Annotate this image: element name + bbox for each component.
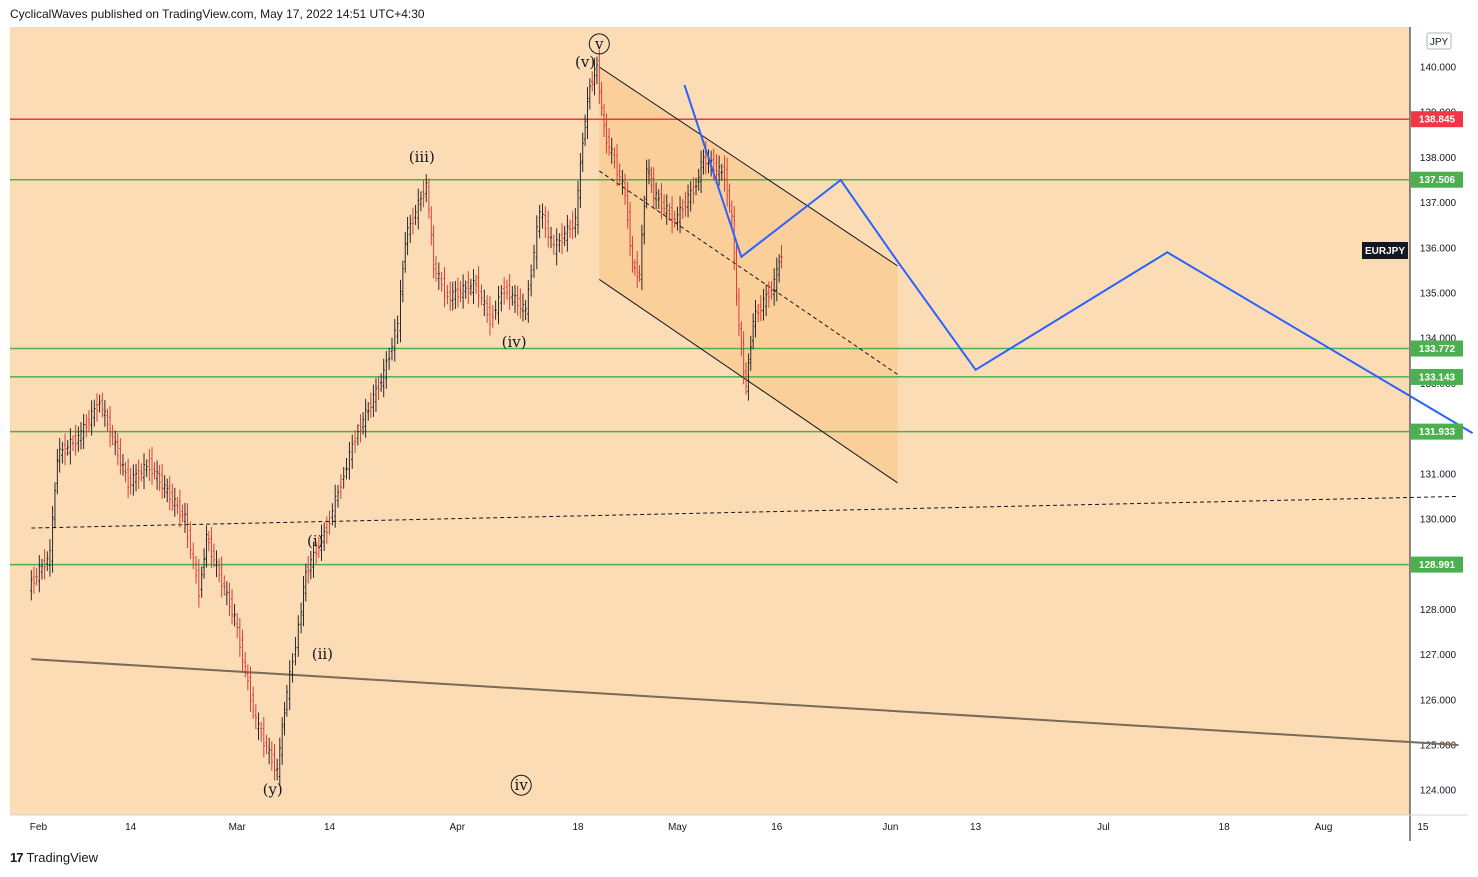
x-tick-label: 13 [970,822,982,833]
plot-area [10,27,1410,815]
tradingview-brand: TradingView [26,850,99,865]
channel-upper-line[interactable] [599,66,898,267]
wave-label: v [594,35,604,53]
wave-label: (iv) [502,333,527,351]
tradingview-footer[interactable]: 17 TradingView [10,850,98,865]
level-label-bg [1411,556,1463,573]
wave-label: iv [515,776,529,794]
y-tick-label: 138.000 [1420,153,1457,164]
channel-fill [599,67,898,483]
level-label-bg [1411,171,1463,188]
solid-trendline[interactable] [31,658,1459,746]
wave-circle [588,33,610,55]
x-tick-label: May [668,822,687,833]
level-label-bg [1411,423,1463,440]
y-tick-label: 131.000 [1420,469,1457,480]
wave-label: (i) [307,532,324,550]
y-tick-label: 130.000 [1420,515,1457,526]
level-label: 137.506 [1419,175,1456,186]
level-label: 128.991 [1419,560,1456,571]
y-tick-label: 124.000 [1420,786,1457,797]
wave-label: (iii) [409,148,435,166]
x-tick-label: 18 [1219,822,1231,833]
wave-circle [510,774,532,796]
currency-box[interactable] [1426,32,1452,50]
x-tick-label: 14 [125,822,137,833]
y-tick-label: 127.000 [1420,650,1457,661]
y-tick-label: 137.000 [1420,198,1457,209]
currency-label: JPY [1430,37,1449,48]
publish-info: CyclicalWaves published on TradingView.c… [10,7,425,21]
wave-label: (v) [575,53,595,71]
level-label-bg [1411,368,1463,385]
y-tick-label: 136.000 [1420,243,1457,254]
level-label-bg [1411,111,1463,128]
x-tick-label: 18 [572,822,584,833]
level-label-bg [1411,340,1463,357]
y-tick-label: 134.000 [1420,334,1457,345]
level-label: 133.772 [1419,344,1456,355]
level-label: 138.845 [1419,115,1456,126]
x-tick-label: Feb [30,822,48,833]
x-tick-label: Jul [1097,822,1110,833]
level-label: 133.143 [1419,372,1456,383]
projection-path[interactable] [683,84,1474,434]
x-tick-label: Apr [450,822,466,833]
x-tick-label: Mar [229,822,247,833]
x-tick-label: Aug [1315,822,1333,833]
symbol-tag: EURJPY [1365,246,1405,257]
y-tick-label: 126.000 [1420,695,1457,706]
y-tick-label: 140.000 [1420,63,1457,74]
x-tick-label: Jun [882,822,898,833]
y-tick-label: 135.000 [1420,289,1457,300]
level-label: 131.933 [1419,427,1456,438]
y-tick-label: 128.000 [1420,605,1457,616]
tradingview-logo-icon: 17 [10,850,24,865]
x-tick-label: 16 [771,822,783,833]
wave-label: (y) [263,781,283,799]
x-tick-label: 14 [324,822,336,833]
y-tick-label: 125.000 [1420,741,1457,752]
x-tick-label: 15 [1417,822,1429,833]
wave-label: (ii) [312,645,333,663]
symbol-tag-bg [1362,242,1408,259]
